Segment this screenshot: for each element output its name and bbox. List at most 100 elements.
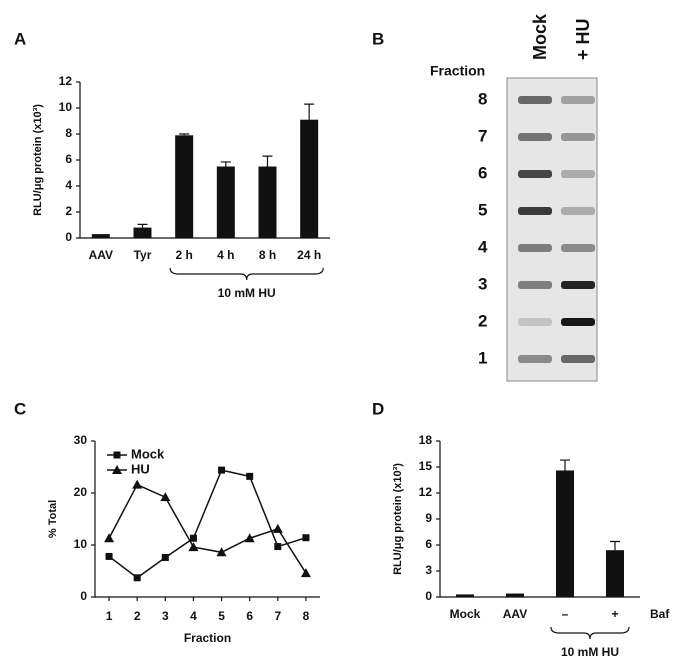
panel-label: D [372,399,384,418]
marker [272,523,283,533]
x-axis-label: Fraction [184,631,231,645]
gel-band [518,207,552,215]
gel-band [561,133,595,141]
y-axis-label: RLU/μg protein (x10³) [32,104,44,216]
gel-band [561,318,595,326]
gel-band [518,281,552,289]
gel-background [506,77,598,382]
bar [216,166,235,238]
line [108,469,307,579]
bar [91,234,110,238]
x-tick-label: AAV [89,248,113,262]
x-tick-label: 4 h [217,248,234,262]
x-tick-label: 8 h [259,248,276,262]
x-tick-label: + [611,607,618,621]
gel-row-label: 7 [478,126,487,145]
gel-row-label: 4 [478,237,488,256]
marker [188,542,199,552]
legend-label: HU [131,461,150,476]
y-tick-label: 9 [425,511,432,525]
gel-band [561,207,595,215]
y-tick-label: 10 [74,537,88,551]
gel-band [518,318,552,326]
x-tick-label: 24 h [297,248,321,262]
x-tick-label: 4 [190,609,197,623]
x-tick-label: AAV [503,607,527,621]
error-bar [304,103,315,120]
x-tick-label: 1 [106,609,113,623]
marker [161,553,169,561]
y-tick-label: 0 [80,589,87,603]
end-label: Baf [650,607,670,621]
y-tick-label: 12 [419,485,433,499]
gel-band [518,355,552,363]
gel-band [561,170,595,178]
bar [506,593,524,597]
error-bar [137,223,148,228]
marker [189,534,197,542]
marker [218,466,226,474]
y-tick-label: 30 [74,433,88,447]
error-bar [179,133,190,136]
y-tick-label: 12 [59,74,73,88]
marker [104,533,115,543]
x-tick-label: 8 [303,609,310,623]
bar [606,550,624,597]
x-tick-label: Mock [450,607,481,621]
marker [216,547,227,557]
y-tick-label: 2 [65,204,72,218]
x-tick-label: 6 [246,609,253,623]
gel-lane-label: + HU [573,18,593,60]
y-tick-label: 10 [59,100,73,114]
y-tick-label: 4 [65,178,72,192]
x-tick-label: 5 [218,609,225,623]
y-tick-label: 20 [74,485,88,499]
gel-row-label: 8 [478,89,487,108]
gel-row-header: Fraction [430,63,485,79]
marker [113,451,121,459]
error-bar [610,540,620,551]
y-tick-label: 3 [425,563,432,577]
marker [274,543,282,551]
gel-band [518,96,552,104]
panel-label: B [372,29,384,48]
bracket-label: 10 mM HU [561,645,619,659]
axis-line [79,82,330,239]
bracket-label: 10 mM HU [218,286,276,300]
y-tick-label: 6 [65,152,72,166]
x-tick-label: 7 [274,609,281,623]
marker [112,465,122,474]
y-tick-label: 18 [419,433,433,447]
bar [175,135,194,238]
error-bar [560,459,570,471]
x-tick-label: Tyr [134,248,152,262]
error-bar [220,161,231,167]
gel-band [518,133,552,141]
marker [160,492,171,502]
x-tick-label: – [562,607,569,621]
marker [105,552,113,560]
gel-band [561,281,595,289]
gel-row-label: 5 [478,200,487,219]
panel-label: A [14,29,26,48]
gel-row-label: 1 [478,348,487,367]
gel-band [561,244,595,252]
line [108,483,307,574]
marker [244,533,255,543]
gel-lane-label: Mock [530,13,550,60]
y-tick-label: 0 [65,230,72,244]
error-bar [262,155,273,167]
bracket [169,267,324,281]
y-axis-label: % Total [47,500,59,538]
bar [258,166,277,238]
bar [556,470,574,597]
bracket [550,626,630,640]
gel-band [518,244,552,252]
marker [246,472,254,480]
gel-band [518,170,552,178]
x-tick-label: 3 [162,609,169,623]
gel-row-label: 3 [478,274,487,293]
axis-line [94,441,320,598]
bar [456,594,474,597]
